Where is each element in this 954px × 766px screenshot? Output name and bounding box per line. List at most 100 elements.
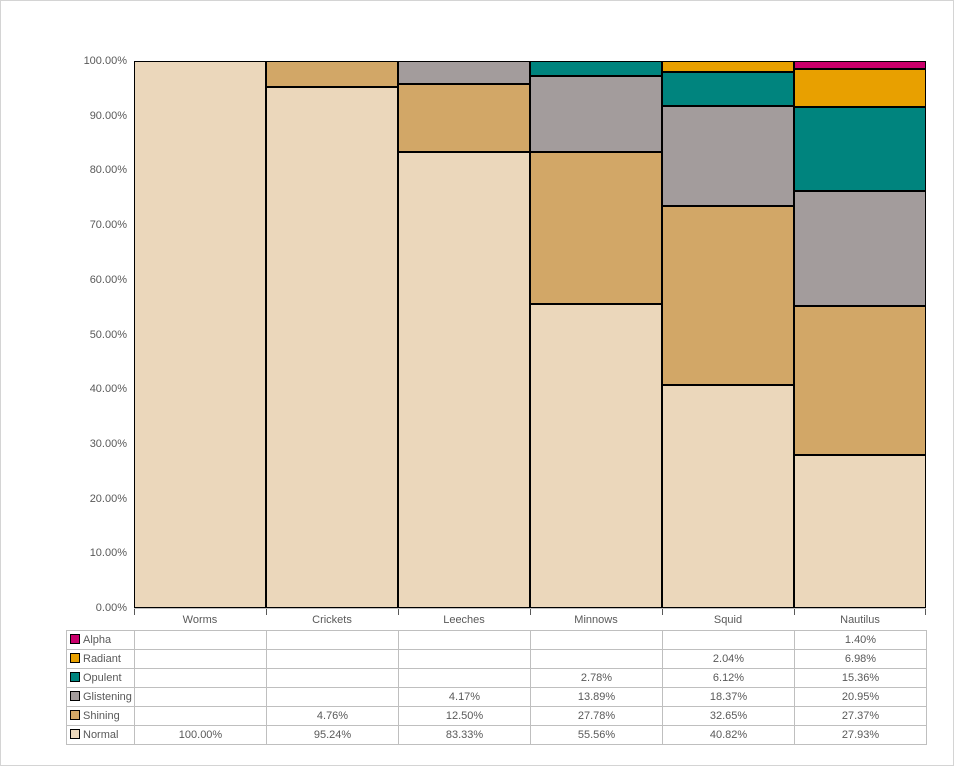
legend-cell-shining: Shining [66, 706, 135, 726]
segment-glistening-squid[interactable] [662, 105, 794, 207]
value-cell: 4.76% [266, 706, 399, 726]
y-tick-label: 10.00% [89, 547, 127, 560]
value-cell: 18.37% [662, 687, 795, 707]
y-tick-label: 90.00% [89, 109, 127, 122]
value-cell: 2.78% [530, 668, 663, 688]
segment-shining-crickets[interactable] [266, 61, 398, 88]
table-row-glistening: Glistening 4.17% 13.89% 18.37% 20.95% [66, 687, 927, 707]
value-cell: 6.98% [794, 649, 927, 669]
legend-key-icon [70, 729, 80, 739]
legend-cell-radiant: Radiant [66, 649, 135, 669]
value-cell [662, 630, 795, 650]
value-cell [266, 668, 399, 688]
x-axis-line [134, 608, 926, 609]
column-squid [662, 61, 794, 608]
value-cell: 20.95% [794, 687, 927, 707]
y-axis: 100.00% 90.00% 80.00% 70.00% 60.00% 50.00% 40.… [1, 55, 127, 614]
value-cell: 32.65% [662, 706, 795, 726]
series-label: Alpha [83, 634, 112, 646]
legend-key-icon [70, 672, 80, 682]
segment-radiant-squid[interactable] [662, 61, 794, 73]
segment-shining-squid[interactable] [662, 206, 794, 385]
value-cell [134, 630, 267, 650]
segment-shining-nautilus[interactable] [794, 305, 926, 456]
legend-cell-opulent: Opulent [66, 668, 135, 688]
x-axis-tick [662, 609, 663, 615]
value-cell: 15.36% [794, 668, 927, 688]
x-axis-tick [530, 609, 531, 615]
category-label-squid: Squid [713, 613, 743, 626]
y-tick-label: 100.00% [83, 55, 127, 67]
y-tick-label: 30.00% [89, 437, 127, 450]
x-axis-tick [925, 609, 926, 615]
value-cell: 55.56% [530, 725, 663, 745]
legend-cell-glistening: Glistening [66, 687, 135, 707]
value-cell: 6.12% [662, 668, 795, 688]
segment-shining-leeches[interactable] [398, 83, 530, 153]
value-cell: 13.89% [530, 687, 663, 707]
series-label: Opulent [83, 672, 122, 684]
category-label-crickets: Crickets [312, 613, 352, 626]
segment-radiant-nautilus[interactable] [794, 68, 926, 107]
segment-glistening-nautilus[interactable] [794, 190, 926, 306]
segment-normal-worms[interactable] [134, 61, 266, 608]
segment-shining-minnows[interactable] [530, 152, 662, 305]
segment-normal-squid[interactable] [662, 384, 794, 608]
column-nautilus [794, 61, 926, 608]
value-cell: 83.33% [398, 725, 531, 745]
value-cell: 12.50% [398, 706, 531, 726]
legend-key-icon [70, 691, 80, 701]
series-label: Normal [83, 729, 119, 741]
segment-normal-minnows[interactable] [530, 304, 662, 608]
chart-data-table: Alpha 1.40% Radiant 2.04% 6.98% Opulent 2.78% 6… [66, 630, 927, 745]
category-label-minnows: Minnows [574, 613, 618, 626]
table-row-normal: Normal 100.00% 95.24% 83.33% 55.56% 40.82% 27.… [66, 725, 927, 745]
x-axis-category-labels: Worms Crickets Leeches Minnows Squid Nautilus [134, 609, 926, 630]
value-cell [266, 687, 399, 707]
segment-normal-leeches[interactable] [398, 152, 530, 608]
value-cell: 27.37% [794, 706, 927, 726]
legend-key-icon [70, 653, 80, 663]
segment-opulent-minnows[interactable] [530, 60, 662, 77]
value-cell [266, 630, 399, 650]
value-cell: 100.00% [134, 725, 267, 745]
table-row-opulent: Opulent 2.78% 6.12% 15.36% [66, 668, 927, 688]
y-tick-label: 80.00% [89, 164, 127, 177]
segment-opulent-squid[interactable] [662, 72, 794, 106]
column-crickets [266, 61, 398, 608]
segment-glistening-minnows[interactable] [530, 76, 662, 153]
x-axis-tick [266, 609, 267, 615]
value-cell: 40.82% [662, 725, 795, 745]
table-row-alpha: Alpha 1.40% [66, 630, 927, 650]
value-cell: 1.40% [794, 630, 927, 650]
segment-alpha-nautilus[interactable] [794, 61, 926, 69]
table-row-radiant: Radiant 2.04% 6.98% [66, 649, 927, 669]
plot-area[interactable] [134, 60, 926, 608]
category-label-nautilus: Nautilus [840, 613, 880, 626]
segment-opulent-nautilus[interactable] [794, 106, 926, 191]
column-worms [134, 61, 266, 608]
segment-glistening-leeches[interactable] [398, 61, 530, 84]
value-cell [134, 687, 267, 707]
value-cell: 2.04% [662, 649, 795, 669]
y-tick-label: 60.00% [89, 273, 127, 286]
value-cell: 27.93% [794, 725, 927, 745]
series-label: Glistening [83, 691, 132, 703]
column-leeches [398, 61, 530, 608]
value-cell [398, 630, 531, 650]
table-row-shining: Shining 4.76% 12.50% 27.78% 32.65% 27.37% [66, 706, 927, 726]
value-cell [266, 649, 399, 669]
value-cell: 4.17% [398, 687, 531, 707]
series-label: Shining [83, 710, 120, 722]
x-axis-tick [794, 609, 795, 615]
segment-normal-nautilus[interactable] [794, 455, 926, 608]
y-tick-label: 20.00% [89, 492, 127, 505]
y-tick-label: 70.00% [89, 219, 127, 232]
data-table: Alpha 1.40% Radiant 2.04% 6.98% Opulent 2.78% 6… [66, 630, 927, 745]
segment-normal-crickets[interactable] [266, 87, 398, 608]
y-tick-label: 50.00% [89, 328, 127, 341]
series-label: Radiant [83, 653, 121, 665]
value-cell: 95.24% [266, 725, 399, 745]
category-label-worms: Worms [182, 613, 218, 626]
